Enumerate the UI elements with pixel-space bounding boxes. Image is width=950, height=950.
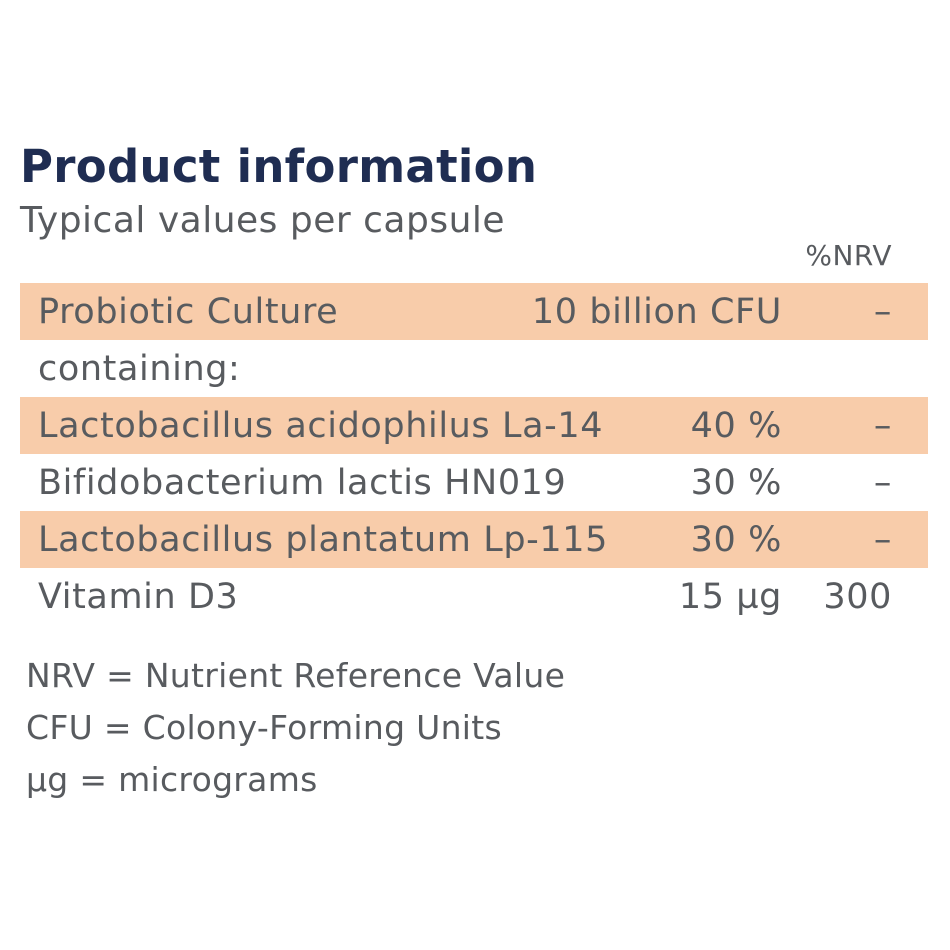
ingredient-nrv: 300 [823,576,892,617]
footnotes: NRV = Nutrient Reference Value CFU = Col… [26,652,565,808]
footnote-cfu: CFU = Colony-Forming Units [26,708,502,747]
table-row: Bifidobacterium lactis HN019 30 % – [20,454,928,511]
table-row: Lactobacillus acidophilus La-14 40 % – [20,397,928,454]
table-row: Lactobacillus plantatum Lp-115 30 % – [20,511,928,568]
nutrition-table: Probiotic Culture 10 billion CFU – conta… [20,283,928,625]
ingredient-name: Vitamin D3 [38,576,239,617]
ingredient-name: Bifidobacterium lactis HN019 [38,462,567,503]
table-row: containing: [20,340,928,397]
page-title: Product information [20,140,538,193]
ingredient-name: Lactobacillus acidophilus La-14 [38,405,604,446]
ingredient-nrv: – [873,291,892,332]
ingredient-nrv: – [873,405,892,446]
nrv-column-header: %NRV [805,239,892,272]
ingredient-amount: 30 % [690,462,782,503]
table-row: Vitamin D3 15 µg 300 [20,568,928,625]
ingredient-name: Lactobacillus plantatum Lp-115 [38,519,608,560]
footnote-micrograms: µg = micrograms [26,760,318,799]
ingredient-name: Probiotic Culture [38,291,339,332]
page-subtitle: Typical values per capsule [20,200,506,241]
ingredient-nrv: – [873,462,892,503]
ingredient-amount: 40 % [690,405,782,446]
ingredient-name: containing: [38,348,241,389]
table-row: Probiotic Culture 10 billion CFU – [20,283,928,340]
ingredient-amount: 10 billion CFU [531,291,782,332]
footnote-nrv: NRV = Nutrient Reference Value [26,656,566,695]
ingredient-amount: 30 % [690,519,782,560]
ingredient-amount: 15 µg [678,576,782,617]
ingredient-nrv: – [873,519,892,560]
